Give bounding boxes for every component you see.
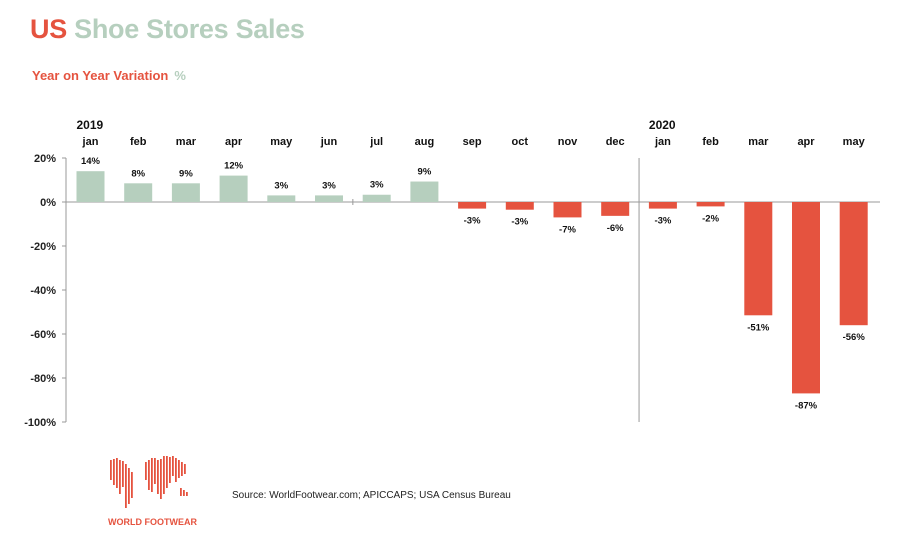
bar <box>839 202 868 326</box>
y-tick-label: 0% <box>40 197 56 209</box>
data-label: 9% <box>418 167 432 178</box>
data-label: -56% <box>843 332 866 343</box>
bar <box>76 171 105 202</box>
logo-stripe <box>166 456 168 488</box>
logo-stripe <box>110 460 112 480</box>
category-label: feb <box>702 136 719 148</box>
bar <box>362 194 391 202</box>
bar-chart: 20% 0% -20% -40% -60% -80% -100% 2019 2020 jan 14%… <box>24 118 880 429</box>
bar <box>458 202 487 209</box>
year-label: 2020 <box>649 118 676 132</box>
category-label: jun <box>320 136 338 148</box>
logo-stripe <box>151 458 153 492</box>
chart-title: US Shoe Stores Sales <box>30 14 305 45</box>
bar <box>410 181 439 202</box>
category-label: oct <box>512 136 529 148</box>
data-label: 9% <box>179 168 193 179</box>
logo-stripe <box>175 458 177 482</box>
logo-stripe <box>116 458 118 488</box>
logo-stripe <box>180 488 182 496</box>
bar <box>744 202 773 316</box>
bar <box>315 195 343 202</box>
logo-stripe <box>172 456 174 476</box>
bar <box>792 202 820 394</box>
y-tick-label: -80% <box>30 373 56 385</box>
title-country: US <box>30 14 67 44</box>
logo-stripe <box>184 464 186 474</box>
y-tick-label: -100% <box>24 417 56 429</box>
logo-stripe <box>186 492 188 496</box>
category-label: may <box>843 136 866 148</box>
subtitle-unit: % <box>174 68 186 83</box>
logo-stripe <box>119 460 121 494</box>
data-label: -3% <box>511 217 528 228</box>
category-label: jan <box>82 136 99 148</box>
data-label: 12% <box>224 161 244 172</box>
y-tick-label: 20% <box>34 153 56 165</box>
bar <box>267 195 296 202</box>
logo-stripe <box>183 490 185 496</box>
logo-stripe <box>157 460 159 494</box>
logo-stripe <box>154 458 156 484</box>
logo-stripe <box>113 459 115 485</box>
source-note: Source: WorldFootwear.com; APICCAPS; USA… <box>232 490 511 501</box>
logo-stripe <box>163 456 165 494</box>
logo-stripe <box>169 457 171 483</box>
data-label: -87% <box>795 400 818 411</box>
bar <box>219 175 248 202</box>
y-tick-label: -20% <box>30 241 56 253</box>
category-label: jan <box>654 136 671 148</box>
category-label: apr <box>797 136 815 148</box>
y-tick-label: -40% <box>30 285 56 297</box>
bar <box>696 202 725 207</box>
chart-subtitle: Year on Year Variation% <box>32 68 186 83</box>
data-label: 3% <box>274 180 288 191</box>
category-label: may <box>270 136 293 148</box>
category-label: sep <box>463 136 482 148</box>
logo-stripe <box>145 462 147 480</box>
category-label: aug <box>415 136 435 148</box>
logo-stripe <box>160 459 162 499</box>
world-map-logo-icon <box>110 456 188 508</box>
data-label: -7% <box>559 224 576 235</box>
category-label: jul <box>369 136 383 148</box>
data-label: 14% <box>81 156 101 167</box>
year-label: 2019 <box>77 118 104 132</box>
data-label: -3% <box>464 216 481 227</box>
logo-stripe <box>131 472 133 498</box>
logo-stripe <box>181 462 183 476</box>
category-label: feb <box>130 136 147 148</box>
data-label: 3% <box>370 180 384 191</box>
data-label: -2% <box>702 213 719 224</box>
logo-stripe <box>122 461 124 487</box>
y-tick-label: -60% <box>30 329 56 341</box>
category-label: nov <box>558 136 578 148</box>
category-label: mar <box>176 136 197 148</box>
category-label: apr <box>225 136 243 148</box>
title-main: Shoe Stores Sales <box>74 14 305 44</box>
logo-stripe <box>178 460 180 478</box>
logo-stripe <box>128 468 130 504</box>
bar <box>505 202 534 210</box>
data-label: -3% <box>654 216 671 227</box>
bar <box>553 202 582 218</box>
bar <box>171 183 200 202</box>
logo-text: WORLD FOOTWEAR <box>108 517 197 527</box>
bar <box>648 202 677 209</box>
subtitle-text: Year on Year Variation <box>32 68 169 83</box>
bar <box>124 183 153 202</box>
category-label: mar <box>748 136 769 148</box>
bar <box>601 202 630 216</box>
data-label: 8% <box>131 168 145 179</box>
data-label: -51% <box>747 322 770 333</box>
data-label: 3% <box>322 180 336 191</box>
logo-stripe <box>125 464 127 508</box>
category-label: dec <box>606 136 625 148</box>
data-label: -6% <box>607 223 624 234</box>
logo-stripe <box>148 460 150 490</box>
